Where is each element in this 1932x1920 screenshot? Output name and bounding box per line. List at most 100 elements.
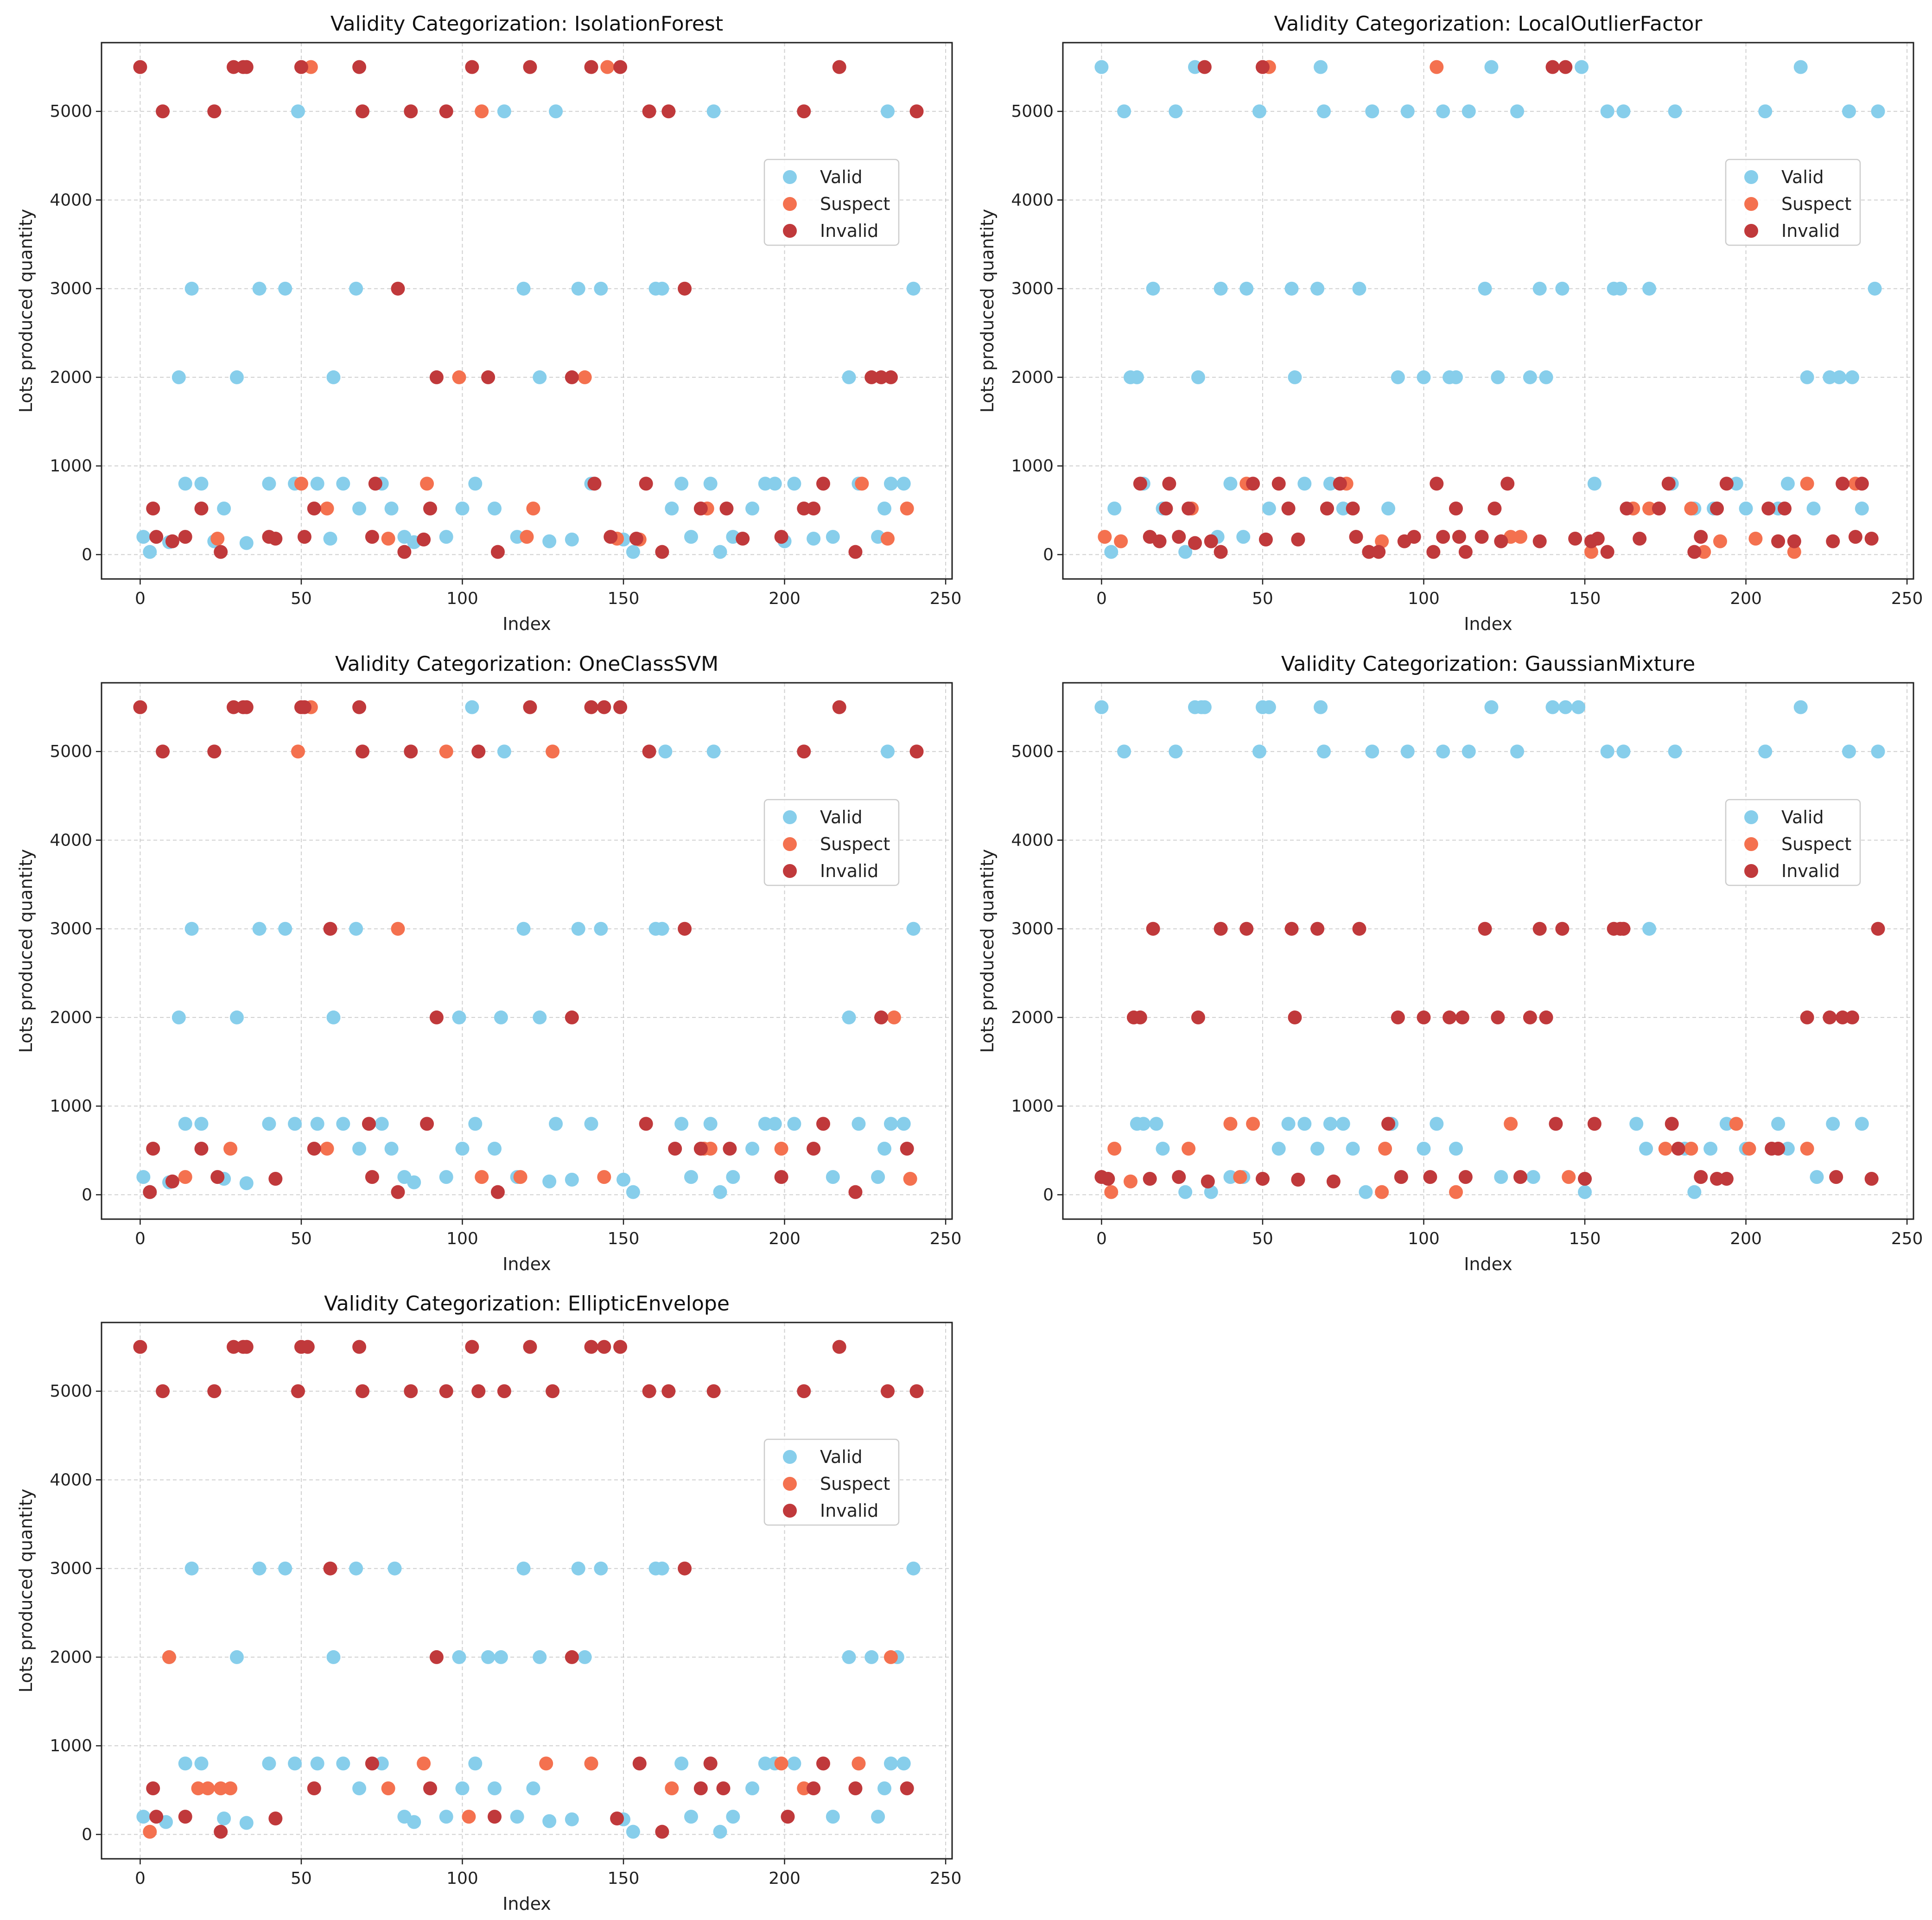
- data-point-valid: [1252, 104, 1266, 119]
- data-point-invalid: [1271, 477, 1286, 491]
- data-point-invalid: [404, 104, 418, 119]
- data-point-valid: [1484, 60, 1499, 74]
- data-point-valid: [136, 530, 151, 544]
- data-point-valid: [1400, 744, 1415, 759]
- data-point-valid: [1600, 104, 1614, 119]
- data-point-valid: [326, 1650, 341, 1664]
- data-point-invalid: [133, 1340, 147, 1354]
- data-point-invalid: [668, 1141, 682, 1156]
- data-point-invalid: [678, 1561, 692, 1576]
- data-point-valid: [906, 281, 921, 296]
- series-invalid: [1094, 922, 1885, 1189]
- data-point-invalid: [1346, 501, 1360, 515]
- data-point-valid: [1297, 477, 1312, 491]
- data-point-valid: [1793, 60, 1808, 74]
- series-invalid: [133, 1340, 924, 1839]
- data-point-valid: [1400, 104, 1415, 119]
- data-point-valid: [1575, 60, 1589, 74]
- data-point-suspect: [1658, 1141, 1672, 1156]
- data-point-invalid: [165, 534, 179, 548]
- data-point-invalid: [439, 104, 453, 119]
- data-point-valid: [549, 104, 563, 119]
- data-point-suspect: [1800, 1141, 1814, 1156]
- data-point-valid: [1510, 744, 1525, 759]
- data-point-invalid: [1871, 922, 1885, 936]
- x-tick-label: 0: [135, 589, 146, 608]
- data-point-valid: [239, 1176, 254, 1190]
- data-point-invalid: [471, 744, 486, 759]
- data-point-invalid: [1532, 922, 1547, 936]
- data-point-valid: [184, 281, 199, 296]
- data-point-invalid: [471, 1384, 486, 1399]
- data-point-valid: [1236, 530, 1251, 544]
- data-point-valid: [658, 744, 673, 759]
- legend-label-suspect: Suspect: [820, 834, 890, 854]
- data-point-suspect: [520, 530, 534, 544]
- data-point-invalid: [1182, 501, 1196, 515]
- data-point-invalid: [352, 60, 367, 74]
- data-point-invalid: [816, 477, 830, 491]
- legend-marker-valid: [1744, 810, 1758, 824]
- data-point-invalid: [832, 60, 846, 74]
- data-point-suspect: [223, 1781, 238, 1795]
- data-point-suspect: [513, 1170, 527, 1184]
- data-point-invalid: [323, 1561, 337, 1576]
- data-point-valid: [194, 477, 209, 491]
- data-point-valid: [452, 1010, 466, 1024]
- data-point-valid: [1793, 700, 1808, 714]
- data-point-invalid: [597, 700, 611, 714]
- data-point-invalid: [146, 501, 160, 515]
- data-point-invalid: [1258, 532, 1273, 547]
- data-point-valid: [1094, 700, 1109, 714]
- data-point-valid: [407, 1175, 421, 1189]
- y-tick-label: 5000: [1011, 102, 1054, 121]
- data-point-invalid: [584, 60, 598, 74]
- data-point-suspect: [1123, 1174, 1138, 1189]
- data-point-valid: [616, 1172, 631, 1187]
- data-point-invalid: [613, 1340, 628, 1354]
- data-point-valid: [871, 1810, 885, 1824]
- data-point-valid: [674, 1756, 689, 1771]
- data-point-invalid: [1829, 1170, 1843, 1184]
- y-tick-label: 5000: [50, 102, 92, 121]
- data-point-valid: [439, 1170, 453, 1184]
- data-point-invalid: [1214, 545, 1228, 559]
- data-point-suspect: [703, 1141, 718, 1156]
- series-suspect: [1104, 1117, 1814, 1199]
- data-point-valid: [768, 1117, 782, 1131]
- y-tick-label: 2000: [50, 1008, 92, 1027]
- data-point-invalid: [226, 700, 241, 714]
- data-point-valid: [172, 1010, 186, 1024]
- data-point-suspect: [420, 477, 434, 491]
- data-point-invalid: [678, 922, 692, 936]
- x-tick-label: 150: [608, 1229, 640, 1248]
- data-point-invalid: [1826, 534, 1840, 548]
- data-point-invalid: [1423, 1170, 1437, 1184]
- data-point-valid: [542, 534, 557, 548]
- data-point-invalid: [584, 700, 598, 714]
- data-point-valid: [178, 1756, 192, 1771]
- data-point-valid: [239, 536, 254, 550]
- data-point-suspect: [1182, 1141, 1196, 1156]
- data-point-valid: [1436, 744, 1450, 759]
- data-point-invalid: [597, 1340, 611, 1354]
- data-point-invalid: [1694, 530, 1708, 544]
- data-point-invalid: [1133, 1010, 1147, 1024]
- data-point-invalid: [149, 1810, 164, 1824]
- data-point-invalid: [207, 104, 222, 119]
- x-axis-label: Index: [1464, 614, 1513, 634]
- data-point-valid: [1613, 281, 1627, 296]
- data-point-invalid: [909, 744, 924, 759]
- y-tick-label: 0: [82, 545, 92, 564]
- data-point-invalid: [1352, 922, 1366, 936]
- data-point-invalid: [391, 1185, 405, 1199]
- data-point-invalid: [1291, 532, 1305, 547]
- data-point-valid: [1430, 1117, 1444, 1131]
- legend: Valid Suspect Invalid: [763, 1438, 900, 1526]
- data-point-suspect: [880, 531, 895, 546]
- data-point-valid: [877, 1781, 892, 1795]
- data-point-valid: [278, 281, 292, 296]
- data-point-invalid: [149, 530, 164, 544]
- data-point-valid: [262, 1756, 276, 1771]
- data-point-suspect: [1584, 545, 1598, 559]
